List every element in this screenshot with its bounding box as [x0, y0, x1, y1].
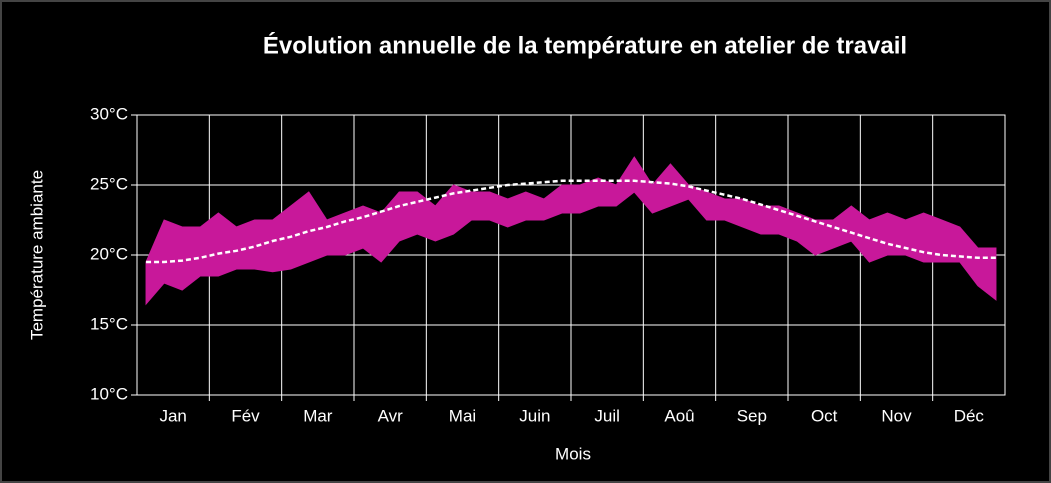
x-tick-label: Juin [519, 406, 550, 425]
x-tick-label: Fév [231, 406, 260, 425]
x-tick-label: Sep [737, 406, 767, 425]
x-tick-label: Avr [378, 406, 404, 425]
range-band [145, 156, 997, 306]
chart-title: Évolution annuelle de la température en … [263, 31, 907, 59]
y-tick-label: 20°C [90, 244, 128, 263]
x-tick-label: Mai [449, 406, 476, 425]
y-tick-label: 15°C [90, 314, 128, 333]
x-axis-label: Mois [555, 444, 591, 463]
x-tick-label: Oct [811, 406, 838, 425]
y-tick-label: 25°C [90, 174, 128, 193]
y-tick-label: 30°C [90, 104, 128, 123]
x-tick-label: Jan [159, 406, 186, 425]
x-tick-label: Aoû [664, 406, 694, 425]
trend-line [146, 179, 996, 264]
y-axis-label: Température ambiante [27, 170, 46, 340]
x-tick-label: Déc [954, 406, 985, 425]
x-tick-label: Juil [594, 406, 620, 425]
y-tick-label: 10°C [90, 384, 128, 403]
x-tick-label: Mar [303, 406, 333, 425]
plot-border [136, 114, 1006, 396]
x-tick-label: Nov [881, 406, 912, 425]
